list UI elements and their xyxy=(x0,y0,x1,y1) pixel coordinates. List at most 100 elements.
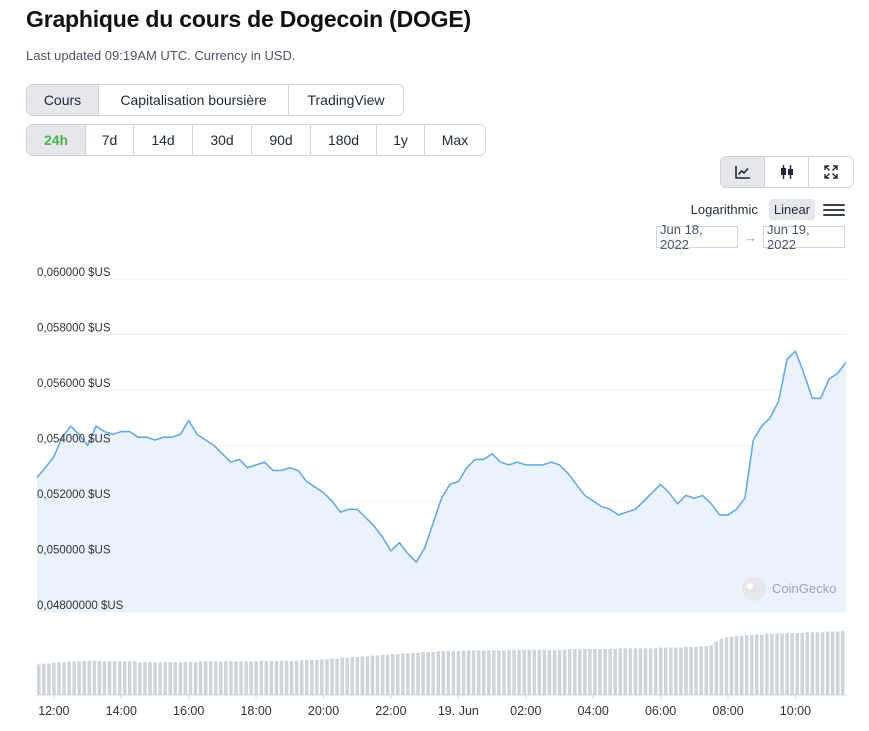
volume-bar xyxy=(259,660,264,695)
volume-bar xyxy=(648,648,653,695)
fullscreen-button[interactable] xyxy=(809,157,853,187)
range-7d-button[interactable]: 7d xyxy=(86,125,134,155)
volume-bar xyxy=(310,659,314,695)
range-14d-button[interactable]: 14d xyxy=(134,125,193,155)
volume-bar xyxy=(451,651,456,695)
x-tick-label: 14:00 xyxy=(106,704,137,718)
volume-bar xyxy=(643,648,648,695)
volume-bar xyxy=(178,662,183,695)
tab-tradingview[interactable]: TradingView xyxy=(307,92,385,108)
volume-bar xyxy=(128,661,132,695)
volume-bar xyxy=(497,650,501,695)
volume-bar xyxy=(133,661,137,695)
volume-bar xyxy=(810,632,815,695)
volume-bar xyxy=(603,649,607,695)
volume-bar xyxy=(350,657,355,695)
volume-bar xyxy=(406,653,410,695)
volume-bar xyxy=(112,661,117,695)
volume-bar xyxy=(542,649,547,695)
volume-bar xyxy=(401,653,405,695)
expand-icon xyxy=(824,165,838,179)
volume-bar xyxy=(527,649,532,695)
volume-bar xyxy=(714,641,719,695)
volume-bar xyxy=(153,662,157,695)
hamburger-menu-icon[interactable] xyxy=(823,200,845,220)
volume-bar xyxy=(148,662,152,695)
y-tick-label: 0,050000 $US xyxy=(37,545,111,557)
volume-bar xyxy=(805,632,810,695)
volume-bar xyxy=(694,646,698,695)
volume-bar xyxy=(562,649,567,695)
volume-bar xyxy=(724,637,729,695)
time-range-tabs: 24h 7d 14d 30d 90d 180d 1y Max xyxy=(26,124,486,156)
range-1y-button[interactable]: 1y xyxy=(377,125,425,155)
volume-bar xyxy=(699,646,703,695)
volume-bar xyxy=(62,662,66,695)
price-area-fill xyxy=(37,351,846,612)
volume-bar xyxy=(749,635,754,695)
volume-bar xyxy=(269,660,274,695)
volume-bar xyxy=(299,659,304,695)
volume-bar xyxy=(360,656,365,695)
volume-bar xyxy=(198,661,203,695)
last-updated-text: Last updated 09:19AM UTC. Currency in US… xyxy=(26,48,296,63)
volume-bar xyxy=(765,633,769,695)
x-tick-label: 22:00 xyxy=(375,704,406,718)
volume-bar xyxy=(476,650,481,695)
volume-bar xyxy=(82,660,87,695)
volume-bar xyxy=(57,662,61,695)
x-tick-label: 12:00 xyxy=(38,704,69,718)
volume-bar xyxy=(229,661,233,695)
range-24h-button[interactable]: 24h xyxy=(27,125,86,155)
volume-bar xyxy=(502,650,506,695)
range-90d-button[interactable]: 90d xyxy=(252,125,311,155)
volume-bar xyxy=(224,661,228,695)
scale-logarithmic-option[interactable]: Logarithmic xyxy=(690,202,758,217)
page-title: Graphique du cours de Dogecoin (DOGE) xyxy=(26,6,471,32)
volume-bar xyxy=(835,631,840,695)
volume-bar xyxy=(325,659,329,695)
tab-cours[interactable]: Cours xyxy=(27,85,99,115)
volume-bar xyxy=(669,647,673,695)
range-max-button[interactable]: Max xyxy=(441,132,469,148)
volume-bar xyxy=(674,647,678,695)
volume-bar xyxy=(446,651,451,695)
x-tick-label: 10:00 xyxy=(780,704,811,718)
volume-bar xyxy=(264,660,269,695)
candlestick-button[interactable] xyxy=(765,157,809,187)
volume-bar xyxy=(431,651,435,695)
volume-bar xyxy=(633,648,638,695)
volume-bar xyxy=(239,661,243,695)
volume-bar xyxy=(830,631,835,695)
volume-bar xyxy=(158,662,162,695)
volume-bar xyxy=(208,661,213,695)
volume-bar xyxy=(613,649,617,695)
volume-bar xyxy=(840,630,845,695)
volume-bar xyxy=(193,662,198,695)
volume-bar xyxy=(97,660,102,695)
volume-bar xyxy=(320,659,324,695)
volume-bar xyxy=(754,634,759,695)
volume-bar xyxy=(572,649,577,695)
volume-bar xyxy=(618,648,623,695)
range-30d-button[interactable]: 30d xyxy=(193,125,252,155)
volume-bar xyxy=(173,662,178,695)
volume-bar xyxy=(244,661,248,695)
x-tick-label: 06:00 xyxy=(645,704,676,718)
range-180d-button[interactable]: 180d xyxy=(311,125,377,155)
x-axis-labels: 12:00 14:00 16:00 18:00 20:00 22:00 19. Jun 02:… xyxy=(38,695,811,718)
chart-view-tabs: Cours Capitalisation boursière TradingVi… xyxy=(26,84,404,116)
volume-bar xyxy=(663,647,668,695)
volume-bar xyxy=(790,632,794,695)
volume-bar xyxy=(330,658,334,695)
volume-bar xyxy=(138,662,142,695)
volume-bar xyxy=(289,660,294,695)
line-chart-button[interactable] xyxy=(721,157,765,187)
volume-bar xyxy=(375,655,380,695)
volume-bar xyxy=(340,657,344,695)
volume-bar xyxy=(532,649,537,695)
tab-capitalisation[interactable]: Capitalisation boursière xyxy=(99,85,289,115)
scale-linear-option[interactable]: Linear xyxy=(768,199,815,220)
volume-bar xyxy=(598,649,602,695)
